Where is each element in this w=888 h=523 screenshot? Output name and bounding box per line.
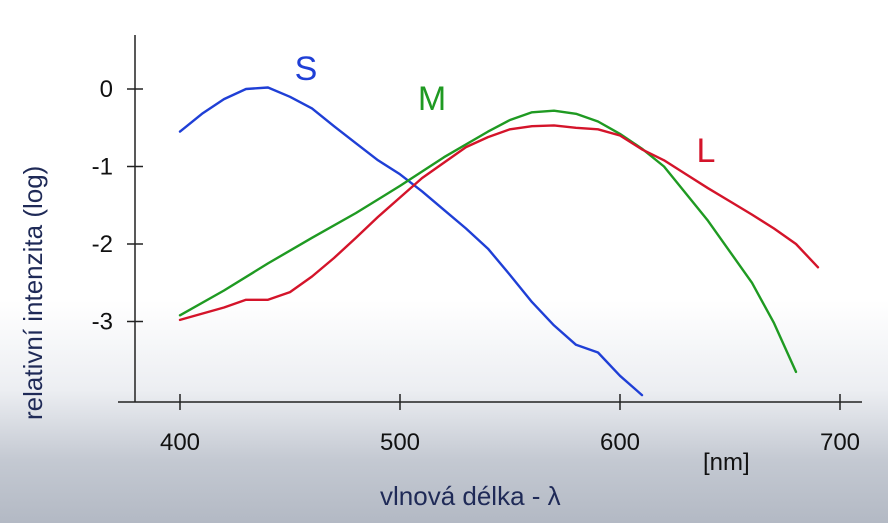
- x-tick-label: 700: [820, 429, 860, 456]
- x-axis-ticks: 400 500 600 700: [160, 394, 860, 456]
- series-line-S: [178, 86, 644, 397]
- plot-area: [178, 86, 820, 397]
- series-line-L: [178, 124, 820, 322]
- y-tick-label: -2: [92, 231, 113, 258]
- x-axis-unit: [nm]: [703, 449, 750, 476]
- y-tick-label: -1: [92, 154, 113, 181]
- x-tick-label: 600: [600, 429, 640, 456]
- y-axis-label: relativní intenzita (log): [18, 166, 48, 420]
- y-axis-ticks: 0 -1 -2 -3: [92, 76, 143, 336]
- series-label-M: M: [418, 80, 446, 118]
- series-label-S: S: [295, 50, 318, 88]
- series-line-M: [178, 109, 798, 374]
- series-label-L: L: [697, 132, 716, 170]
- y-tick-label: -3: [92, 309, 113, 336]
- series-labels: S M L: [295, 50, 716, 170]
- x-axis-label: vlnová délka - λ: [380, 481, 561, 511]
- x-tick-label: 500: [380, 429, 420, 456]
- y-tick-label: 0: [100, 76, 113, 103]
- x-tick-label: 400: [160, 429, 200, 456]
- axes: [118, 35, 862, 403]
